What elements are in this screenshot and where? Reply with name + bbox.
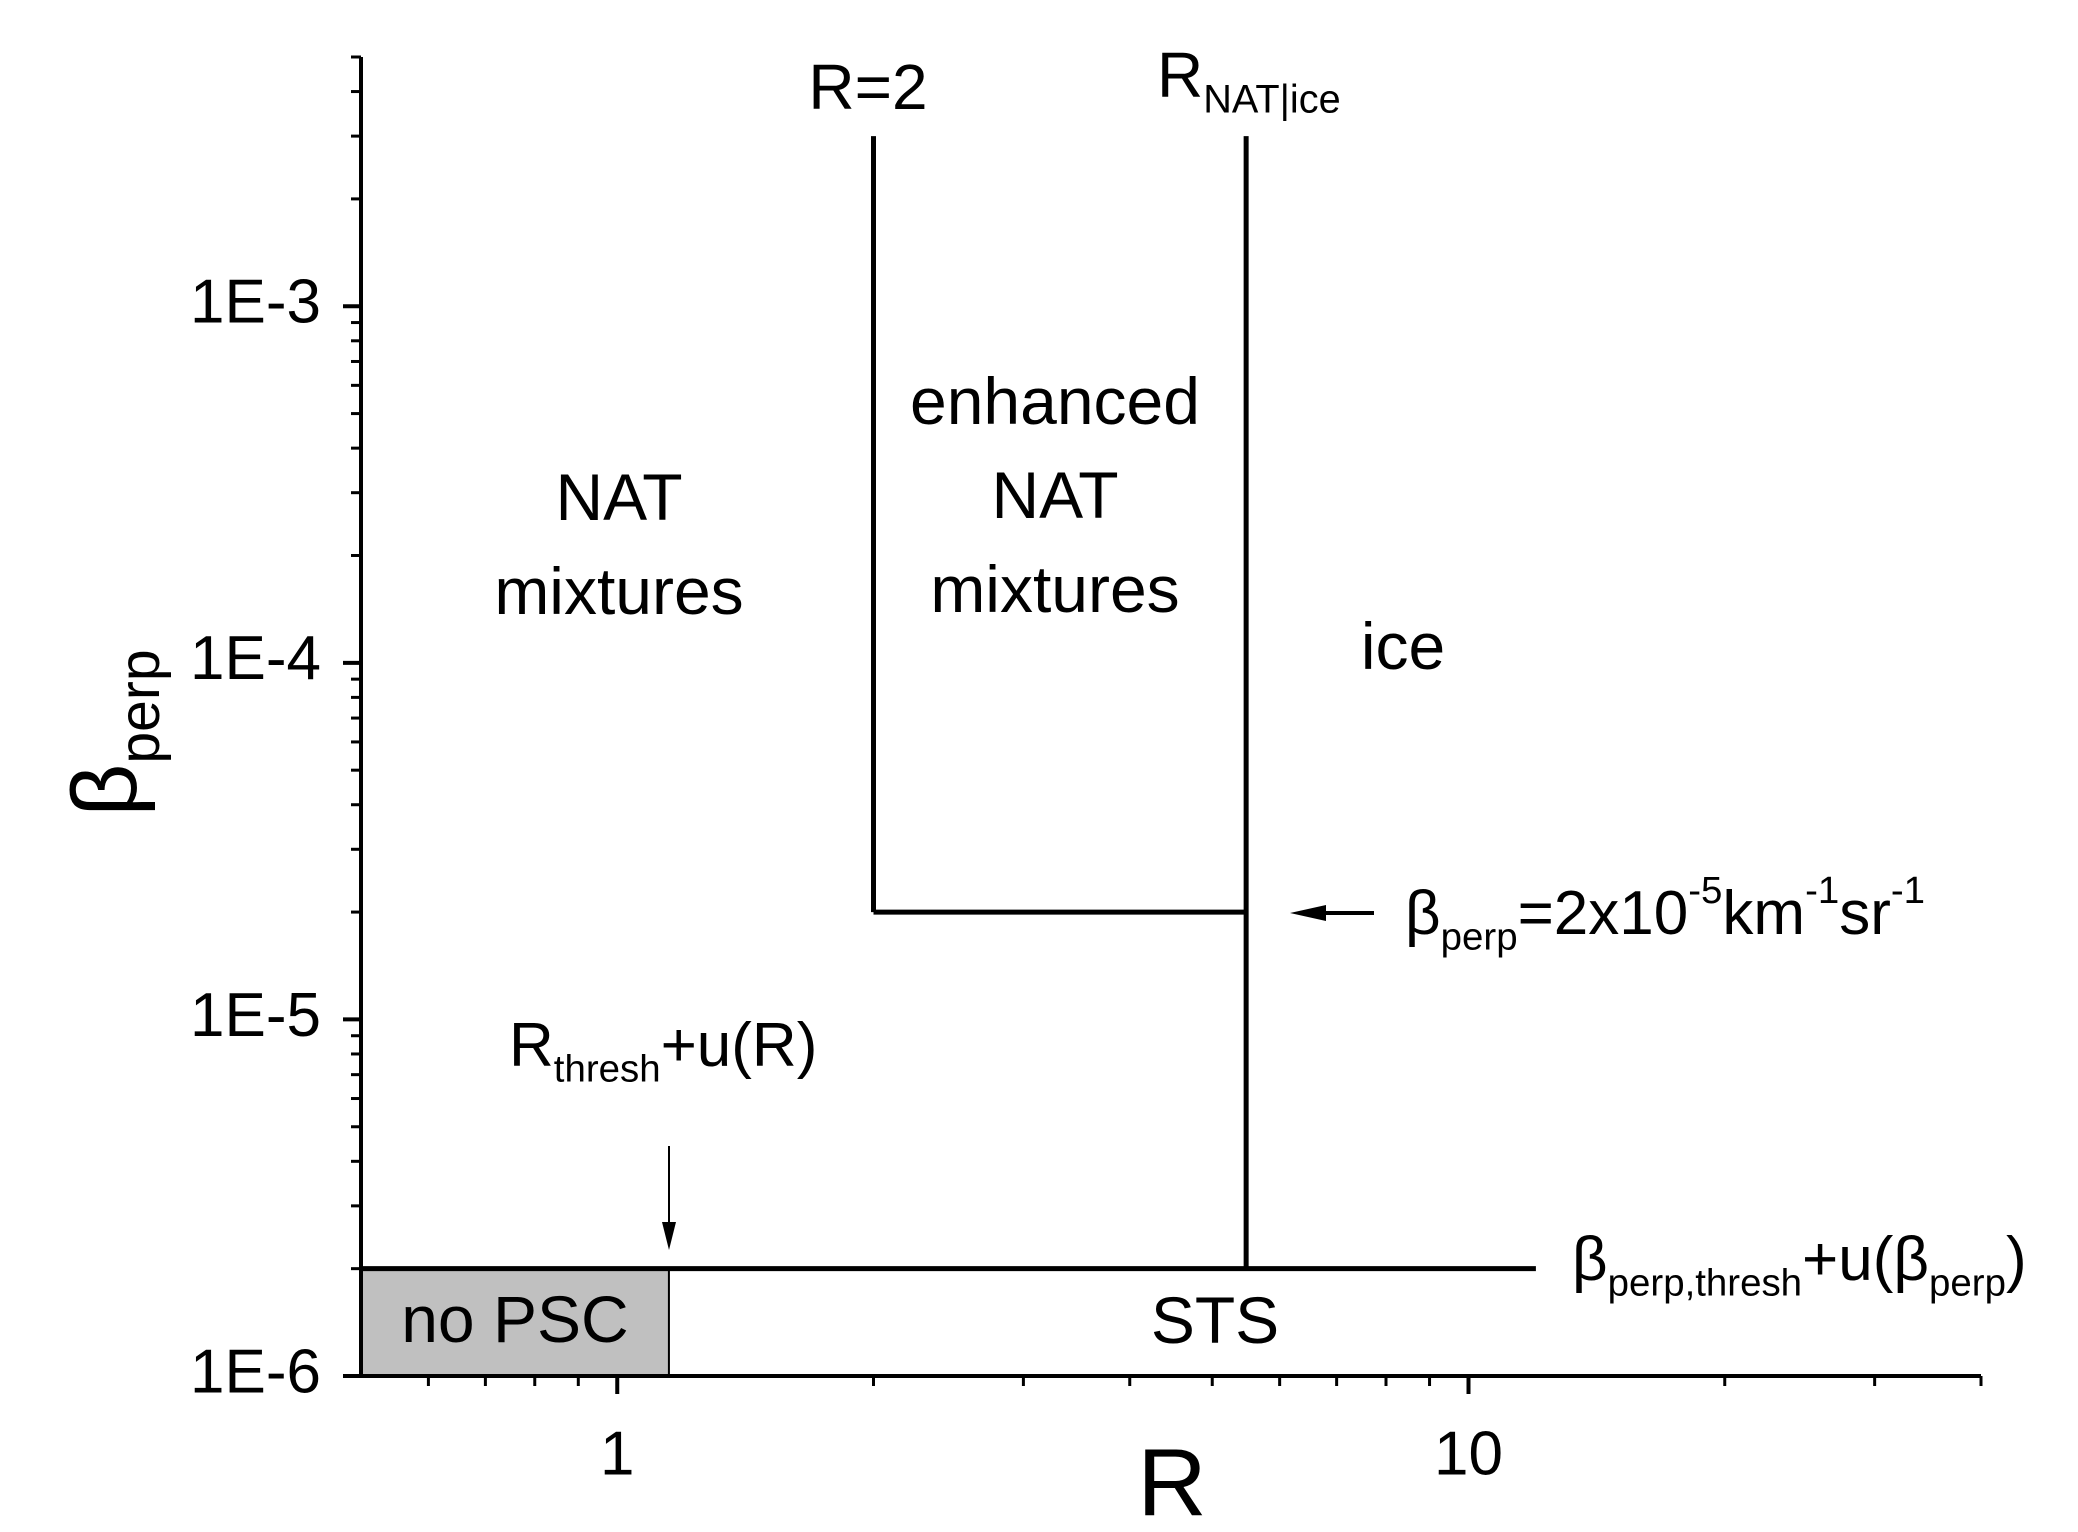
text-part: NAT [555,460,682,534]
annotation: ice [1361,609,1445,683]
text-part: thresh [554,1048,661,1091]
text-part: R [1157,39,1203,111]
arrow-head [662,1222,676,1250]
annotation: βperp=2x10-5km-1sr-1 [1405,869,1925,959]
x-axis-title: R [1137,1429,1206,1532]
text-part: perp [108,649,172,763]
annotation: mixtures [930,552,1179,626]
text-part: perp [1929,1262,2006,1305]
annotation: NAT [555,460,682,534]
annotation: R=2 [808,51,927,123]
text-part: mixtures [930,552,1179,626]
y-tick-label: 1E-3 [190,268,321,337]
text-part: -5 [1688,869,1722,912]
text-part: =2x10 [1518,879,1689,948]
annotation: Rthresh+u(R) [509,1011,817,1090]
text-part: mixtures [494,554,743,628]
text-part: perp [1441,916,1518,959]
text-part: -1 [1891,869,1925,912]
annotation: enhanced [910,364,1200,438]
x-tick-label: 1 [600,1419,634,1488]
annotation: βperp,thresh+u(βperp) [1572,1225,2027,1304]
text-part: ice [1361,609,1445,683]
text-part: R [509,1011,554,1080]
annotation: RNAT|ice [1157,39,1341,122]
text-part: ) [2006,1225,2027,1294]
annotation: NAT [991,458,1118,532]
text-part: NAT|ice [1203,78,1340,122]
annotation: mixtures [494,554,743,628]
text-part: enhanced [910,364,1200,438]
text-part: perp,thresh [1608,1262,1802,1305]
text-part: R=2 [808,51,927,123]
text-part: +u(R) [661,1011,818,1080]
text-part: STS [1151,1283,1279,1357]
region-label: no PSC [401,1282,628,1356]
text-part: β [54,764,156,817]
annotation: STS [1151,1283,1279,1357]
text-part: -1 [1805,869,1839,912]
text-part: β [1572,1225,1608,1294]
y-tick-label: 1E-6 [190,1337,321,1406]
text-part: +u(β [1802,1225,1929,1294]
arrow-head [1290,905,1326,921]
text-part: NAT [991,458,1118,532]
y-tick-label: 1E-4 [190,624,321,693]
y-axis-title: βperp [54,649,172,816]
text-part: sr [1839,879,1891,948]
x-tick-label: 10 [1434,1419,1503,1488]
y-tick-label: 1E-5 [190,981,321,1050]
text-part: km [1722,879,1805,948]
text-part: β [1405,879,1441,948]
